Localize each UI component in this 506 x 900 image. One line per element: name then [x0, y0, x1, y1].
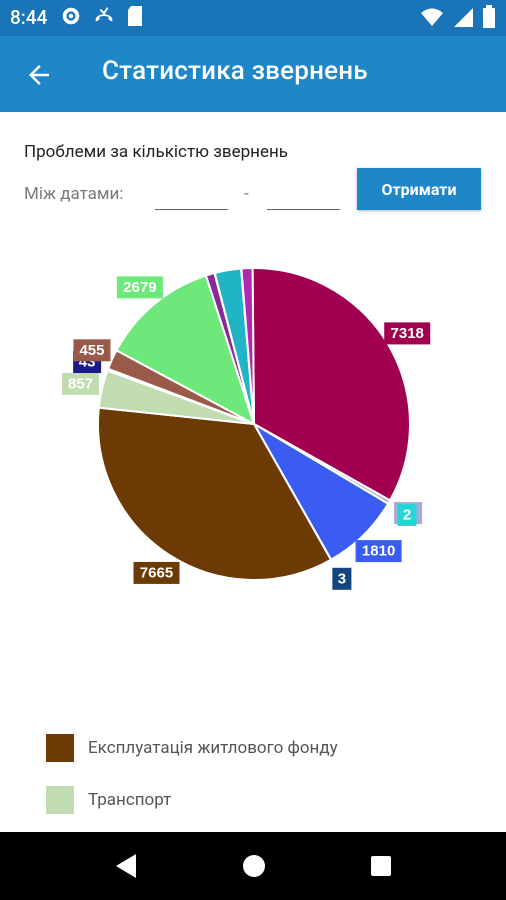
square-recents-icon[interactable] — [369, 852, 393, 880]
status-bar: 8:44 — [0, 0, 506, 36]
sd-card-icon — [128, 6, 142, 26]
content-area: Проблеми за кількістю звернень Між датам… — [0, 112, 506, 832]
circle-home-icon[interactable] — [242, 852, 266, 880]
wifi-icon — [421, 8, 443, 26]
pie-slice-0 — [251, 267, 411, 502]
svg-text:857: 857 — [68, 375, 93, 392]
legend-item: Транспорт — [46, 774, 338, 826]
svg-text:3: 3 — [338, 570, 346, 587]
legend-label: Транспорт — [88, 790, 172, 810]
svg-text:7318: 7318 — [391, 325, 424, 342]
triangle-back-icon[interactable] — [114, 852, 138, 880]
page-title: Статистика звернень — [102, 56, 368, 86]
chart-legend: Експлуатація житлового фондуТранспортБла… — [46, 722, 338, 832]
svg-text:455: 455 — [79, 342, 104, 359]
pie-label-3: 1810 — [355, 540, 402, 563]
pie-slice-5 — [97, 406, 333, 581]
status-time: 8:44 — [10, 6, 48, 29]
chart-subtitle: Проблеми за кількістю звернень — [24, 142, 288, 162]
gear-icon — [62, 7, 80, 25]
pie-label-0: 7318 — [384, 322, 431, 345]
battery-icon — [483, 5, 495, 28]
legend-item: Експлуатація житлового фонду — [46, 722, 338, 774]
svg-text:2: 2 — [403, 506, 411, 523]
date-range-label: Між датами: — [24, 184, 124, 204]
get-button[interactable]: Отримати — [357, 168, 481, 210]
pie-chart: 73188421810376658574345526792006624251 — [62, 267, 431, 590]
svg-text:7665: 7665 — [140, 564, 173, 581]
legend-swatch — [46, 734, 74, 762]
legend-label: Експлуатація житлового фонду — [88, 738, 338, 758]
pie-label-9: 2679 — [116, 276, 163, 299]
pie-label-2: 2 — [397, 503, 417, 526]
pie-label-5: 7665 — [133, 561, 180, 584]
svg-text:1810: 1810 — [362, 543, 395, 560]
svg-text:2679: 2679 — [123, 279, 156, 296]
app-bar: Статистика звернень — [0, 36, 506, 112]
missed-call-icon — [95, 7, 113, 22]
pie-label-8: 455 — [73, 339, 111, 362]
navigation-bar — [0, 832, 506, 900]
date-separator: - — [244, 184, 249, 204]
date-from-field[interactable] — [155, 178, 228, 210]
pie-label-6: 857 — [62, 372, 100, 395]
date-to-field[interactable] — [267, 178, 340, 210]
pie-label-4: 3 — [332, 567, 352, 590]
legend-swatch — [46, 786, 74, 814]
pie-slice-15 — [240, 267, 255, 425]
pie-slice-9 — [115, 274, 256, 427]
signal-icon — [454, 8, 473, 27]
arrow-left-icon[interactable] — [24, 60, 54, 90]
